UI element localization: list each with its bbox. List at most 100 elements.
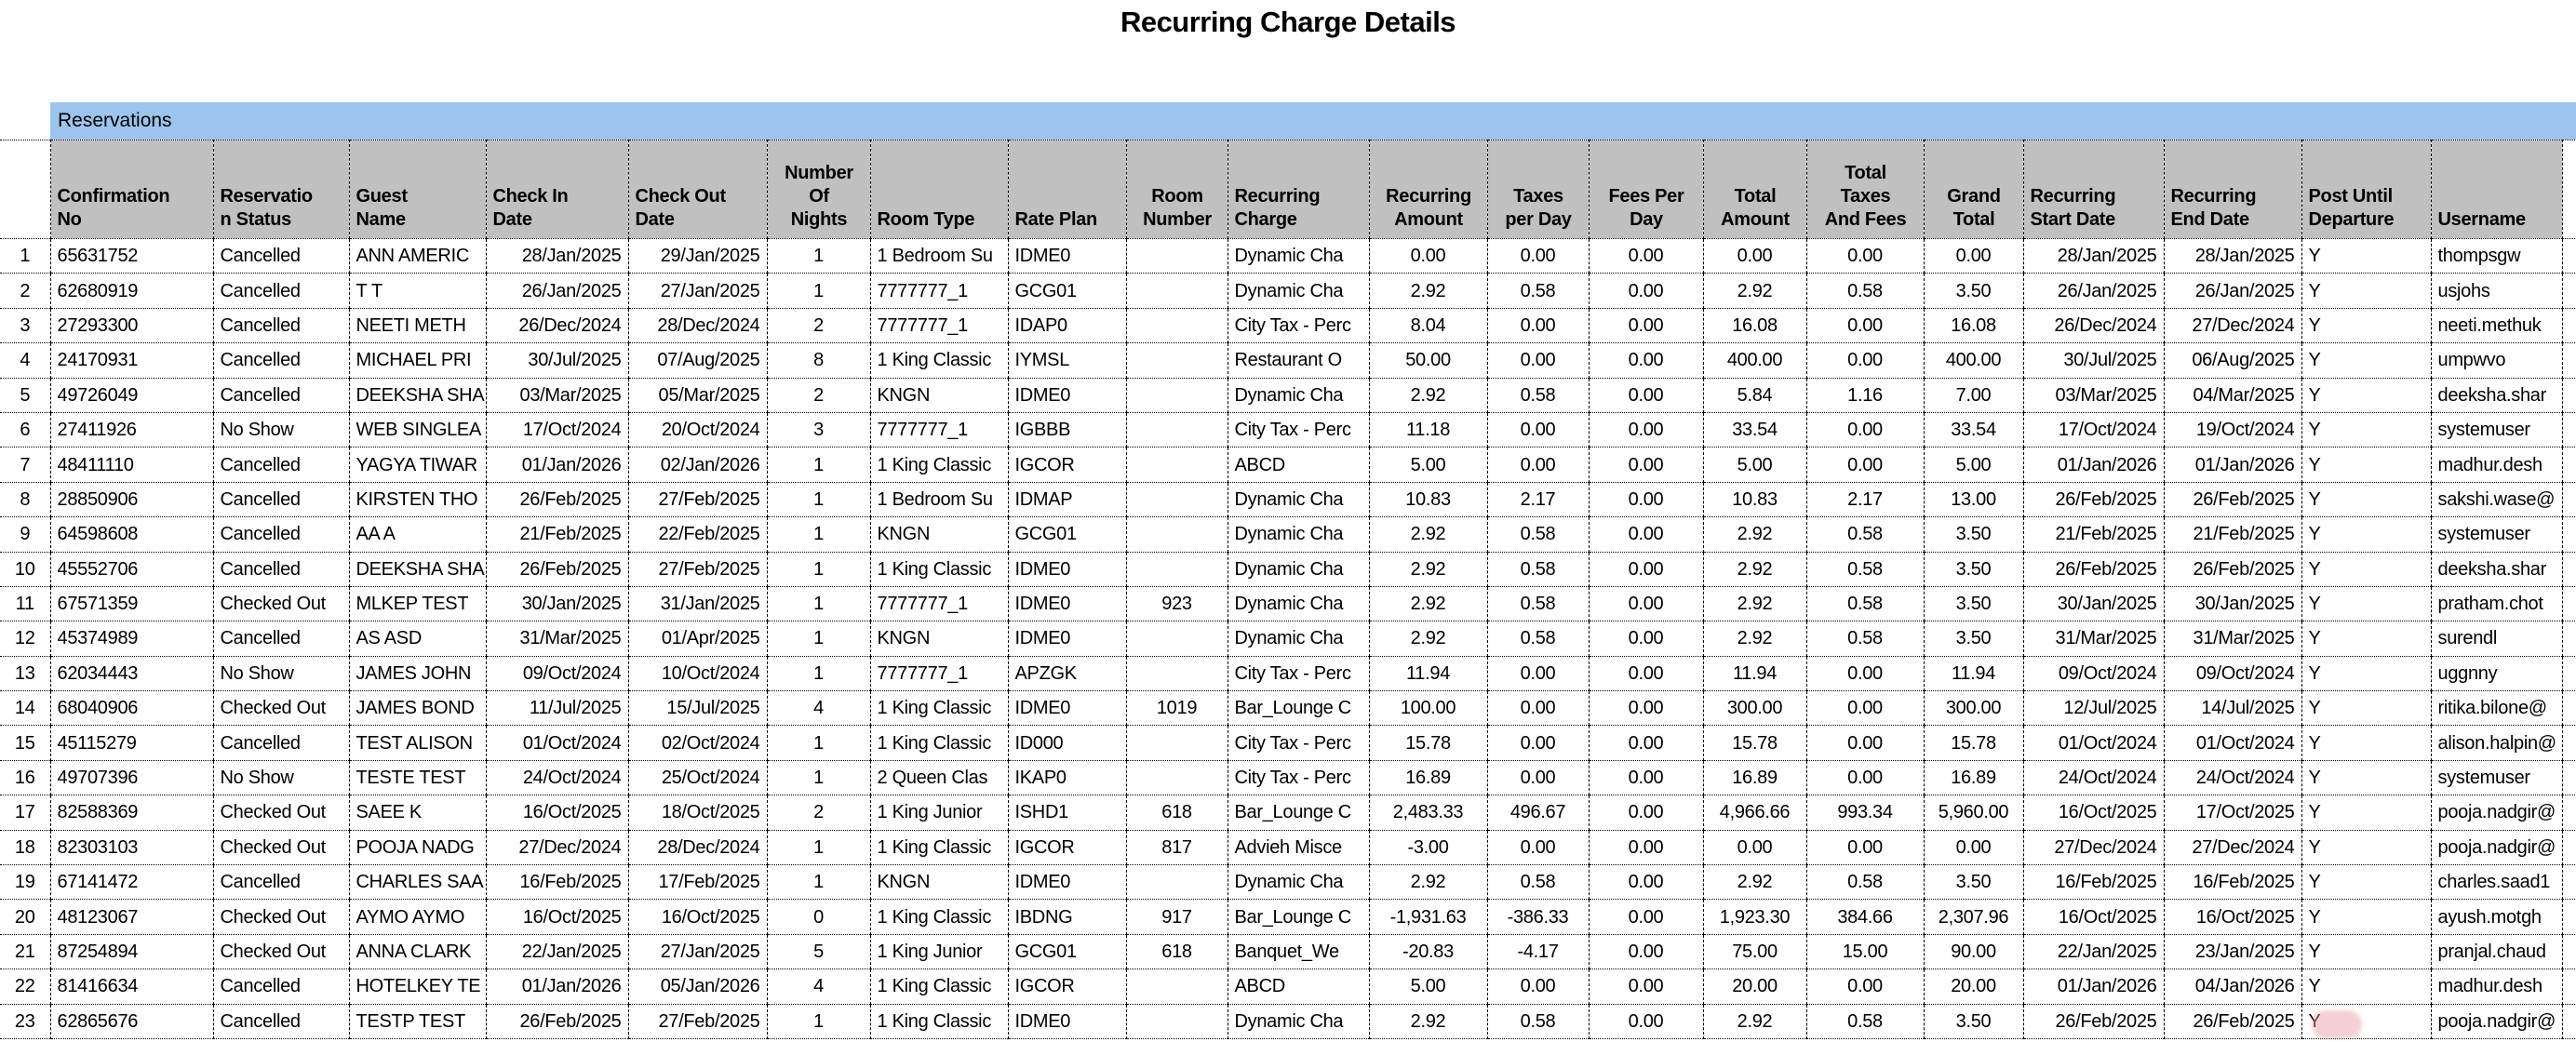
- cell-username: pratham.chot: [2431, 586, 2563, 622]
- cell-row_index: 23: [0, 1004, 51, 1039]
- cell-number_of_nights: 4: [767, 969, 871, 1005]
- cell-recurring_end_date: 24/Oct/2024: [2164, 760, 2302, 796]
- cell-confirmation_no: 49726049: [50, 378, 214, 413]
- cell-confirmation_no: 45552706: [50, 552, 214, 587]
- cell-taxes_per_day: 0.58: [1487, 864, 1590, 901]
- cell-room_number: 817: [1126, 830, 1228, 866]
- cell-recurring_charge: Bar_Lounge C: [1228, 795, 1370, 831]
- cell-recurring_amount: 15.78: [1369, 725, 1488, 761]
- cell-username: ayush.motgh: [2431, 899, 2563, 935]
- cell-total_taxes_and_fees: 0.00: [1806, 656, 1925, 692]
- cell-recurring_amount: 0.00: [1369, 238, 1488, 274]
- cell-grand_total: 3.50: [1924, 552, 2024, 587]
- cell-recurring_charge: Dynamic Cha: [1228, 516, 1370, 553]
- cell-taxes_per_day: 0.58: [1487, 378, 1590, 413]
- table-row: 12 45374989 Cancelled AS ASD 31/Mar/2025 01/A…: [0, 621, 2576, 657]
- cell-room_type: 1 King Classic: [870, 447, 1009, 483]
- column-header-row_index: [0, 140, 51, 239]
- cell-reservation_status: Cancelled: [213, 969, 350, 1005]
- cell-guest_name: T T: [349, 273, 487, 309]
- cell-overflow_stub: [2562, 412, 2576, 448]
- cell-row_index: 22: [0, 969, 51, 1005]
- cell-post_until_departure: Y: [2301, 760, 2432, 796]
- cell-check_out_date: 27/Feb/2025: [628, 552, 768, 587]
- cell-confirmation_no: 48123067: [50, 899, 214, 935]
- cell-recurring_end_date: 30/Jan/2025: [2164, 586, 2302, 622]
- cell-guest_name: DEEKSHA SHA: [349, 552, 487, 587]
- cell-recurring_charge: Advieh Misce: [1228, 830, 1370, 866]
- cell-check_in_date: 26/Feb/2025: [486, 1004, 629, 1039]
- cell-overflow_stub: [2562, 760, 2576, 796]
- cell-number_of_nights: 2: [767, 308, 871, 344]
- cell-overflow_stub: [2562, 830, 2576, 866]
- cell-fees_per_day: 0.00: [1589, 447, 1704, 483]
- cell-fees_per_day: 0.00: [1589, 760, 1704, 796]
- cell-confirmation_no: 64598608: [50, 516, 214, 553]
- column-header-guest_name: Guest Name: [349, 140, 487, 239]
- cell-fees_per_day: 0.00: [1589, 621, 1704, 657]
- cell-room_number: 618: [1126, 934, 1228, 970]
- cell-taxes_per_day: 0.58: [1487, 273, 1590, 309]
- table-row: 15 45115279 Cancelled TEST ALISON 01/Oct/202…: [0, 725, 2576, 761]
- cell-room_number: [1126, 482, 1228, 518]
- column-header-overflow_stub: [2562, 140, 2576, 239]
- cell-guest_name: AYMO AYMO: [349, 899, 487, 935]
- cell-overflow_stub: [2562, 899, 2576, 935]
- cell-recurring_end_date: 06/Aug/2025: [2164, 342, 2302, 379]
- cell-guest_name: YAGYA TIWAR: [349, 447, 487, 483]
- column-header-username: Username: [2431, 140, 2563, 239]
- cell-rate_plan: IKAP0: [1008, 760, 1127, 796]
- cell-number_of_nights: 5: [767, 934, 871, 970]
- column-header-rate_plan: Rate Plan: [1008, 140, 1127, 239]
- cell-post_until_departure: Y: [2301, 969, 2432, 1005]
- cell-room_type: 1 King Classic: [870, 725, 1009, 761]
- cell-confirmation_no: 67141472: [50, 864, 214, 901]
- cell-post_until_departure: Y: [2301, 552, 2432, 587]
- cell-room_type: 7777777_1: [870, 412, 1009, 448]
- cell-taxes_per_day: 0.00: [1487, 308, 1590, 344]
- cell-check_in_date: 16/Oct/2025: [486, 795, 629, 831]
- cell-row_index: 14: [0, 690, 51, 727]
- page-title: Recurring Charge Details: [1120, 6, 1456, 38]
- cell-fees_per_day: 0.00: [1589, 273, 1704, 309]
- cell-recurring_amount: 5.00: [1369, 447, 1488, 483]
- cell-recurring_start_date: 09/Oct/2024: [2023, 656, 2165, 692]
- cell-recurring_amount: 2.92: [1369, 378, 1488, 413]
- cell-username: surendl: [2431, 621, 2563, 657]
- table-row: 14 68040906 Checked Out JAMES BOND 11/Jul/20…: [0, 690, 2576, 727]
- cell-rate_plan: IDME0: [1008, 586, 1127, 622]
- cell-rate_plan: IDME0: [1008, 1004, 1127, 1039]
- cell-recurring_charge: Dynamic Cha: [1228, 482, 1370, 518]
- cell-guest_name: SAEE K: [349, 795, 487, 831]
- cell-recurring_charge: City Tax - Perc: [1228, 308, 1370, 344]
- cell-check_out_date: 07/Aug/2025: [628, 342, 768, 379]
- cell-total_taxes_and_fees: 0.00: [1806, 447, 1925, 483]
- cell-recurring_end_date: 23/Jan/2025: [2164, 934, 2302, 970]
- cell-guest_name: ANNA CLARK: [349, 934, 487, 970]
- cell-recurring_amount: 100.00: [1369, 690, 1488, 727]
- cell-grand_total: 3.50: [1924, 864, 2024, 901]
- section-header-label: Reservations: [58, 110, 172, 131]
- column-header-recurring_amount: Recurring Amount: [1369, 140, 1488, 239]
- cell-number_of_nights: 1: [767, 1004, 871, 1039]
- cell-row_index: 16: [0, 760, 51, 796]
- cell-username: pranjal.chaud: [2431, 934, 2563, 970]
- cell-recurring_amount: 2.92: [1369, 586, 1488, 622]
- cell-room_type: 2 Queen Clas: [870, 760, 1009, 796]
- table-header-row: Confirmation No Reservatio n Status Guest …: [0, 140, 2576, 239]
- cell-recurring_charge: ABCD: [1228, 447, 1370, 483]
- cell-taxes_per_day: 0.00: [1487, 725, 1590, 761]
- cell-confirmation_no: 28850906: [50, 482, 214, 518]
- cell-rate_plan: IGCOR: [1008, 447, 1127, 483]
- cell-rate_plan: IBDNG: [1008, 899, 1127, 935]
- cell-username: systemuser: [2431, 760, 2563, 796]
- cell-total_taxes_and_fees: 0.58: [1806, 864, 1925, 901]
- cell-taxes_per_day: 0.58: [1487, 621, 1590, 657]
- column-header-recurring_charge: Recurring Charge: [1228, 140, 1370, 239]
- cell-check_out_date: 18/Oct/2025: [628, 795, 768, 831]
- cell-reservation_status: Cancelled: [213, 1004, 350, 1039]
- cell-total_taxes_and_fees: 1.16: [1806, 378, 1925, 413]
- cell-room_type: 1 King Classic: [870, 899, 1009, 935]
- cell-total_amount: 2.92: [1703, 621, 1807, 657]
- cell-guest_name: POOJA NADG: [349, 830, 487, 866]
